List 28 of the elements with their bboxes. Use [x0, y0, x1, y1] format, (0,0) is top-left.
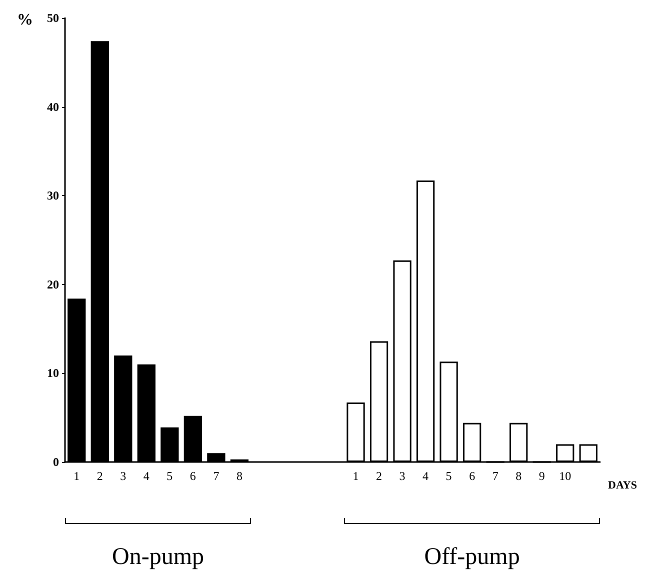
y-tick-label: 40 — [47, 100, 59, 114]
x-tick-label: 6 — [190, 469, 196, 483]
y-axis-title: % — [17, 12, 33, 28]
x-tick-label: 3 — [399, 469, 406, 483]
x-axis-title: DAYS — [608, 480, 637, 492]
x-tick-label: 4 — [422, 469, 429, 483]
x-tick-label: 1 — [352, 469, 359, 483]
y-tick-label: 0 — [53, 455, 59, 469]
y-tick-label: 20 — [47, 277, 59, 292]
x-tick-label: 8 — [236, 469, 242, 483]
x-tick-label: 9 — [538, 469, 545, 483]
y-tick-label: 50 — [47, 11, 59, 25]
text: On-pump — [111, 544, 206, 571]
x-tick-label: 1 — [74, 469, 80, 483]
x-tick-label: 6 — [469, 469, 476, 483]
y-tick-label: 30 — [47, 188, 59, 203]
x-tick-label: 2 — [96, 469, 103, 483]
text: Off-pump — [423, 544, 521, 571]
x-tick-label: 5 — [166, 469, 173, 483]
x-tick-label: 3 — [120, 469, 126, 483]
x-tick-label: 2 — [376, 469, 382, 483]
x-tick-label: 10 — [559, 469, 572, 483]
x-tick-label: 4 — [143, 469, 150, 483]
x-tick-label: 7 — [492, 469, 498, 483]
y-tick-label: 10 — [47, 366, 59, 380]
x-tick-label: 7 — [213, 469, 220, 483]
x-tick-label: 8 — [516, 469, 522, 483]
x-tick-label: 5 — [446, 469, 452, 483]
